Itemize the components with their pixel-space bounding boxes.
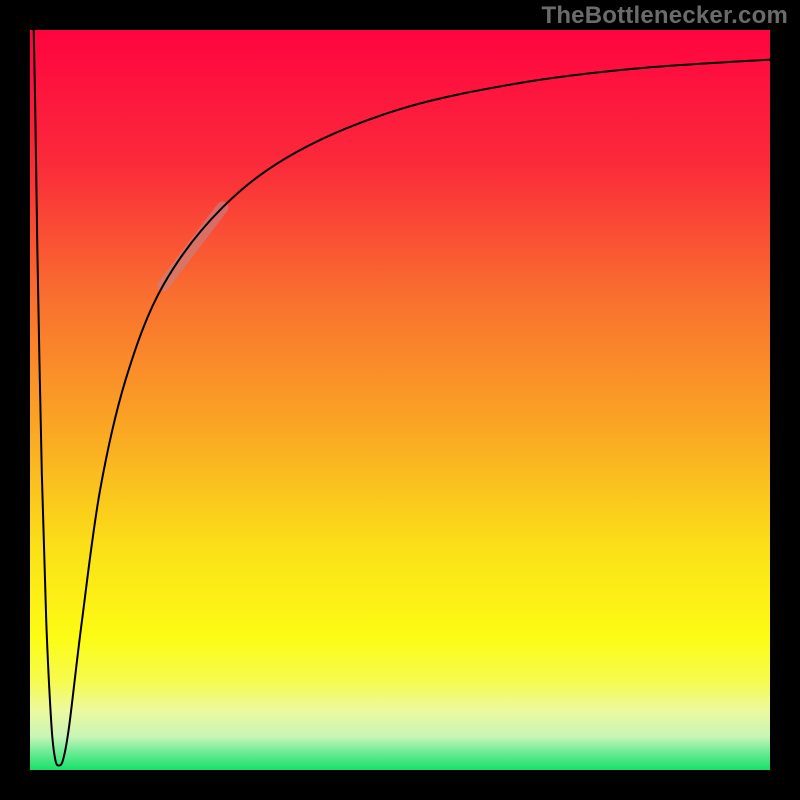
bottleneck-chart: TheBottlenecker.com	[0, 0, 800, 800]
chart-svg	[0, 0, 800, 800]
chart-gradient-bg	[30, 30, 770, 770]
